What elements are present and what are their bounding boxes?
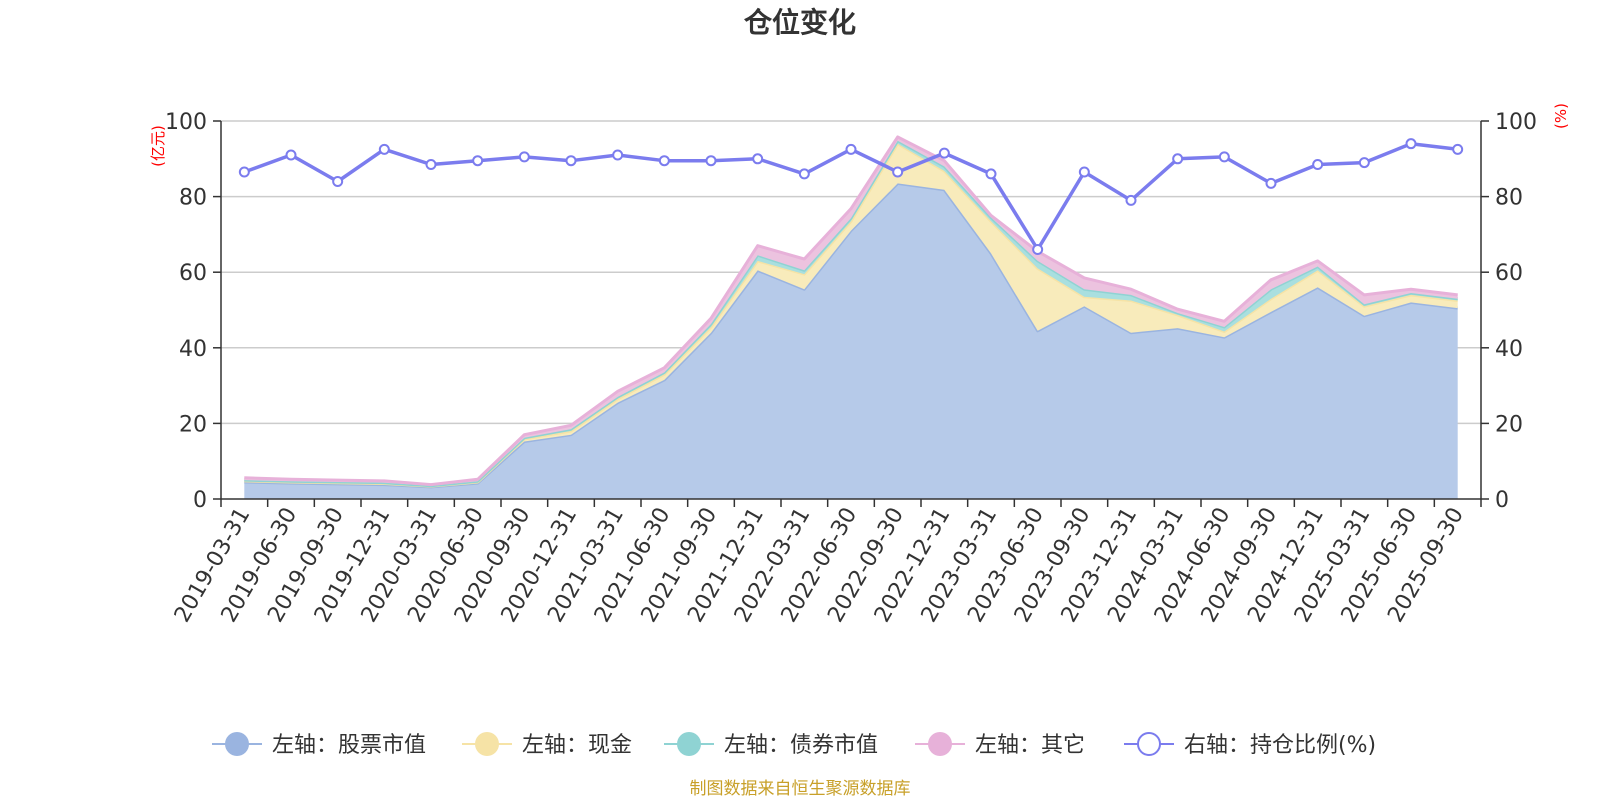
legend-label: 右轴：持仓比例(%) xyxy=(1184,733,1376,758)
left-tick-label: 60 xyxy=(179,261,207,286)
legend-label: 左轴：股票市值 xyxy=(272,733,426,758)
holding-ratio-point xyxy=(985,168,997,180)
filled-circle-icon xyxy=(677,732,701,756)
x-axis-ticks: 2019-03-312019-06-302019-09-302019-12-31… xyxy=(170,499,1482,627)
legend-label: 左轴：债券市值 xyxy=(724,733,878,758)
right-tick-label: 0 xyxy=(1495,488,1509,513)
left-tick-label: 40 xyxy=(179,337,207,362)
area-series-4-line xyxy=(244,135,1458,487)
legend-item-2: 左轴：现金 xyxy=(462,732,632,758)
right-axis-ticks: 0 20 40 60 80 100 xyxy=(1481,110,1537,513)
holding-ratio-point xyxy=(565,155,577,167)
holding-ratio-point xyxy=(1172,153,1184,165)
right-tick-label: 40 xyxy=(1495,337,1523,362)
right-axis-unit: (%) xyxy=(1552,103,1570,129)
left-tick-label: 80 xyxy=(179,186,207,211)
holding-ratio-point xyxy=(285,149,297,161)
holding-ratio-point xyxy=(658,155,670,167)
holding-ratio-point xyxy=(378,143,390,155)
stacked-areas xyxy=(244,135,1458,499)
axes xyxy=(220,121,1482,500)
holding-ratio-point xyxy=(1218,151,1230,163)
filled-circle-icon xyxy=(928,732,952,756)
holding-ratio-point xyxy=(518,151,530,163)
holding-ratio-point xyxy=(1358,157,1370,169)
left-tick-label: 20 xyxy=(179,412,207,437)
holding-ratio-point xyxy=(798,168,810,180)
holding-ratio-point xyxy=(1125,194,1137,206)
holding-ratio-point xyxy=(1078,166,1090,178)
hollow-circle-icon xyxy=(1137,732,1161,756)
legend: 左轴：股票市值 左轴：现金 左轴：债券市值 左轴：其它 右轴：持仓比例(%) xyxy=(212,732,1376,758)
legend-item-5: 右轴：持仓比例(%) xyxy=(1124,732,1376,758)
holding-ratio-point xyxy=(1452,143,1464,155)
data-source-note: 制图数据来自恒生聚源数据库 xyxy=(690,779,911,799)
holding-ratio-point xyxy=(705,155,717,167)
holding-ratio-point xyxy=(1265,177,1277,189)
right-tick-label: 60 xyxy=(1495,261,1523,286)
legend-item-4: 左轴：其它 xyxy=(915,732,1085,758)
chart-title: 仓位变化 xyxy=(744,6,856,39)
holding-ratio-point xyxy=(425,158,437,170)
holding-ratio-point xyxy=(1032,244,1044,256)
holding-ratio-point xyxy=(332,175,344,187)
left-tick-label: 0 xyxy=(193,488,207,513)
left-axis-unit: (亿元) xyxy=(149,125,167,167)
holding-ratio-series xyxy=(238,138,1464,256)
holding-ratio-point xyxy=(1405,138,1417,150)
area-series-1 xyxy=(244,183,1458,499)
legend-label: 左轴：其它 xyxy=(975,733,1085,758)
filled-circle-icon xyxy=(475,732,499,756)
holding-ratio-point xyxy=(752,153,764,165)
holding-ratio-point xyxy=(845,143,857,155)
holding-ratio-point xyxy=(238,166,250,178)
legend-item-1: 左轴：股票市值 xyxy=(212,732,426,758)
filled-circle-icon xyxy=(225,732,249,756)
legend-item-3: 左轴：债券市值 xyxy=(664,732,878,758)
left-tick-label: 100 xyxy=(165,110,207,135)
holding-ratio-point xyxy=(938,147,950,159)
right-tick-label: 100 xyxy=(1495,110,1537,135)
holding-ratio-point xyxy=(892,166,904,178)
right-tick-label: 20 xyxy=(1495,412,1523,437)
holding-ratio-point xyxy=(1312,158,1324,170)
legend-label: 左轴：现金 xyxy=(522,733,632,758)
right-tick-label: 80 xyxy=(1495,186,1523,211)
holding-ratio-point xyxy=(472,155,484,167)
left-axis-ticks: 0 20 40 60 80 100 xyxy=(165,110,221,513)
holding-ratio-point xyxy=(612,149,624,161)
